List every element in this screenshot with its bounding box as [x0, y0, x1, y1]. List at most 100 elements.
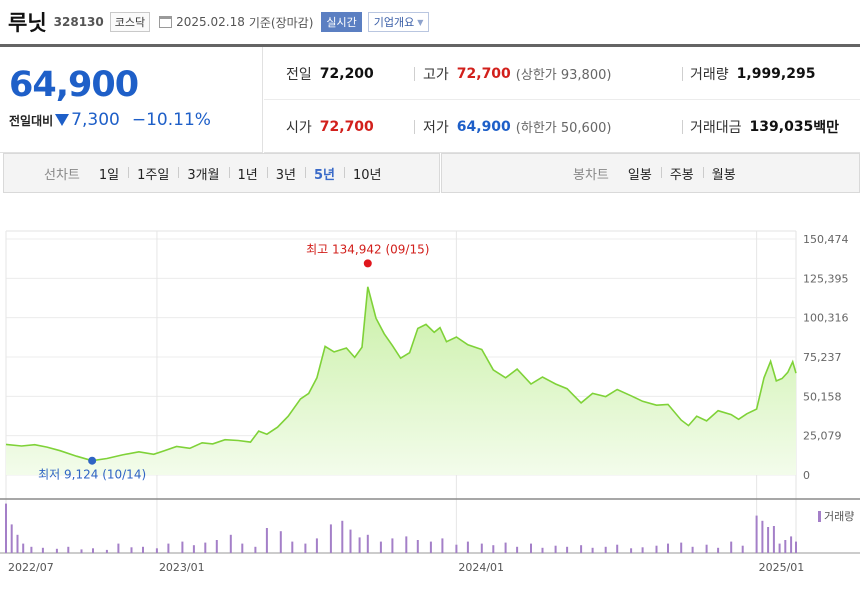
volume-bar: [566, 546, 569, 553]
volume-bar: [761, 520, 764, 553]
volume-legend-swatch: [818, 511, 821, 522]
tab-daily[interactable]: 일봉: [627, 167, 652, 183]
volume-bar: [416, 540, 419, 553]
volume-bar: [441, 538, 444, 553]
volume-chart: [5, 503, 797, 553]
stat-trade-value: 거래대금 139,035 백만: [690, 100, 839, 153]
stat-value: 1,999,295: [736, 65, 816, 82]
volume-bar: [680, 542, 683, 553]
volume-bar: [784, 540, 787, 553]
y-axis: 150,474 125,395 100,316 75,237 50,158 25,079 0: [803, 233, 849, 482]
tab-3y[interactable]: 3년: [266, 164, 305, 183]
tab-1d[interactable]: 1일: [98, 167, 120, 183]
x-axis: 2022/07 2023/01 2024/01 2025/01: [8, 561, 804, 574]
stat-label: 거래량: [690, 66, 729, 83]
calendar-icon: [159, 16, 173, 28]
tab-weekly[interactable]: 주봉: [660, 164, 703, 183]
volume-bar: [492, 545, 495, 553]
stat-value: 139,035: [749, 118, 814, 135]
volume-bar: [405, 536, 408, 553]
volume-bar: [705, 544, 708, 553]
x-tick-label: 2025/01: [759, 561, 805, 574]
chevron-down-icon: ▼: [417, 17, 424, 27]
price-change: 전일대비 7,300 −10.11%: [9, 110, 211, 130]
volume-bar: [30, 546, 33, 553]
volume-bar: [667, 543, 669, 553]
y-tick-label: 125,395: [803, 272, 849, 285]
stat-open: 시가 72,700: [286, 100, 374, 153]
volume-bar: [790, 536, 793, 553]
volume-bar: [304, 543, 307, 553]
volume-bar: [341, 520, 344, 553]
volume-bar: [105, 549, 108, 553]
volume-bar: [229, 534, 232, 553]
y-tick-label: 150,474: [803, 233, 849, 246]
volume-bar: [655, 545, 658, 553]
volume-bar: [130, 547, 133, 553]
company-info-label: 기업개요: [373, 16, 415, 29]
y-tick-label: 0: [803, 469, 810, 482]
stock-name: 루닛: [8, 11, 47, 35]
volume-bar: [22, 543, 25, 553]
volume-bar: [466, 541, 469, 553]
tab-10y[interactable]: 10년: [344, 164, 391, 183]
stat-label: 거래대금: [690, 119, 742, 136]
stat-label: 전일: [286, 66, 312, 83]
stock-header: 루닛 328130 코스닥 2025.02.18 기준(장마감) 실시간 기업개…: [0, 0, 860, 44]
volume-bar: [767, 527, 770, 553]
price-chart: 150,474 125,395 100,316 75,237 50,158 25,079 0…: [0, 230, 860, 574]
volume-bar: [291, 541, 294, 553]
volume-bar: [616, 544, 619, 553]
volume-bar: [429, 541, 432, 553]
tab-1w[interactable]: 1주일: [128, 164, 178, 183]
max-price-label: 최고 134,942 (09/15): [306, 242, 429, 256]
x-tick-label: 2023/01: [159, 561, 205, 574]
volume-bar: [795, 541, 797, 553]
tab-monthly[interactable]: 월봉: [702, 164, 745, 183]
stock-code: 328130: [53, 15, 104, 29]
stat-value: 72,700: [456, 65, 511, 82]
volume-bar: [391, 538, 394, 553]
realtime-button[interactable]: 실시간: [321, 12, 362, 32]
line-chart-title: 선차트: [44, 167, 80, 183]
tab-5y[interactable]: 5년: [305, 164, 344, 183]
line-chart-tabs: 선차트 1일 1주일 3개월 1년 3년 5년 10년: [3, 153, 440, 193]
volume-bar: [92, 548, 94, 553]
volume-bar: [67, 546, 70, 553]
stat-label: 고가: [423, 66, 449, 83]
candle-chart-tabs: 봉차트 일봉 주봉 월봉: [441, 153, 860, 193]
price-area: [6, 286, 796, 475]
volume-bar: [181, 541, 184, 553]
volume-bar: [604, 546, 607, 553]
stat-low: 저가 64,900 (하한가 50,600): [423, 100, 611, 153]
volume-legend: 거래량: [824, 510, 854, 523]
candle-chart-title: 봉차트: [573, 167, 609, 183]
volume-bar: [530, 543, 532, 553]
volume-bar: [541, 547, 544, 553]
volume-bar: [379, 541, 382, 553]
min-price-marker: [88, 456, 97, 465]
volume-bar: [215, 540, 218, 553]
change-percent: −10.11%: [131, 110, 211, 130]
volume-bar: [315, 538, 318, 553]
stat-divider: [682, 120, 683, 134]
tab-1y[interactable]: 1년: [228, 164, 267, 183]
stat-divider: [682, 67, 683, 81]
price-box: 64,900 전일대비 7,300 −10.11%: [0, 47, 263, 153]
volume-bar: [778, 543, 781, 553]
volume-bar: [204, 542, 207, 553]
volume-bar: [504, 542, 507, 553]
volume-bar: [55, 548, 58, 553]
stat-volume: 거래량 1,999,295: [690, 47, 815, 100]
tab-3m[interactable]: 3개월: [178, 164, 228, 183]
upper-limit: (상한가 93,800): [515, 68, 612, 83]
y-tick-label: 75,237: [803, 351, 842, 364]
y-tick-label: 50,158: [803, 390, 842, 403]
volume-bar: [358, 537, 361, 553]
volume-bar: [192, 545, 195, 553]
x-tick-label: 2024/01: [458, 561, 504, 574]
volume-bar: [80, 549, 83, 553]
volume-bar: [155, 548, 158, 553]
company-info-dropdown[interactable]: 기업개요 ▼: [367, 12, 430, 32]
